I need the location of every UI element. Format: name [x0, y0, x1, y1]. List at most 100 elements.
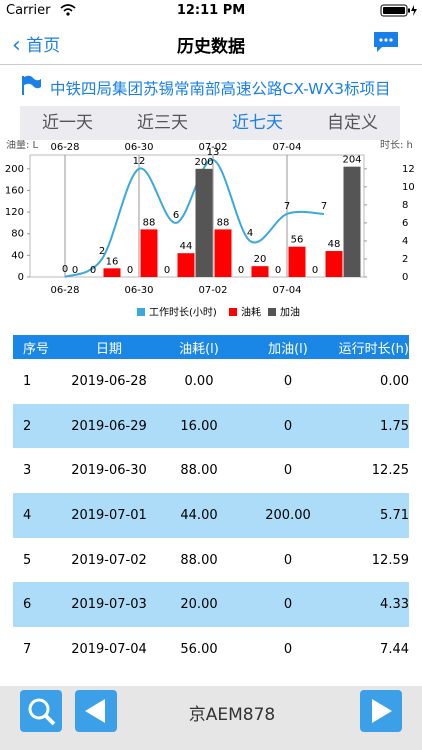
x-tick-label: 06-28 [50, 142, 79, 153]
cell: 4.33 [380, 597, 409, 613]
bar [343, 166, 361, 277]
x-tick-label: 07-02 [198, 142, 227, 153]
message-button[interactable] [372, 30, 400, 54]
table-row: 7 2019-07-04 56.00 0 7.44 [13, 627, 409, 672]
plate-number: 京AEM878 [188, 705, 276, 725]
next-button[interactable] [360, 690, 402, 732]
bottom-bar [0, 686, 422, 750]
y-tick-label: 160 [5, 185, 24, 196]
y2-tick-label: 4 [402, 236, 408, 247]
cell: 2019-07-02 [71, 552, 147, 568]
back-label: 首页 [26, 36, 61, 56]
legend-swatch [229, 308, 237, 316]
table-row: 4 2019-07-01 44.00 200.00 5.71 [13, 493, 409, 538]
cell: 0 [283, 373, 293, 389]
tab[interactable]: 近三天 [137, 113, 188, 133]
divider [0, 64, 422, 65]
y2-tick-label: 8 [402, 200, 408, 211]
x-tick-label: 06-30 [124, 285, 153, 296]
bar-label: 88 [217, 217, 230, 228]
x-tick-label: 07-02 [198, 285, 227, 296]
cell: 7.44 [380, 641, 409, 657]
header-cell: 日期 [95, 341, 122, 357]
y2-tick-label: 12 [402, 164, 415, 175]
data-table: 序号 日期 油耗(l) 加油(l) 运行时长(h) 1 2019-06-28 0.00 0 0.0… [13, 335, 409, 672]
wifi-icon [60, 4, 76, 16]
legend-swatch [137, 308, 145, 316]
cell: 20.00 [180, 597, 218, 613]
line-label: 13 [207, 147, 220, 158]
bar-label: 44 [180, 241, 193, 252]
cell: 6 [23, 597, 32, 613]
bar [325, 251, 343, 277]
cell: 2019-07-01 [71, 507, 147, 523]
table-row: 2 2019-06-29 16.00 0 1.75 [13, 403, 409, 449]
y-tick-label: 200 [5, 164, 24, 175]
x-tick-label: 07-04 [272, 142, 301, 153]
prev-button[interactable] [75, 690, 117, 732]
battery-icon [380, 4, 417, 17]
cell: 56.00 [180, 641, 218, 657]
legend-swatch [268, 308, 276, 316]
cell: 0.00 [184, 373, 214, 389]
line-label: 2 [99, 246, 105, 257]
cell: 5 [23, 552, 32, 568]
bar [288, 246, 306, 277]
tab[interactable]: 近一天 [42, 113, 93, 133]
bar-label: 48 [328, 239, 341, 250]
x-tick-label: 06-28 [50, 285, 79, 296]
clock: 12:11 PM [176, 3, 246, 18]
axis-label: 时长: h [380, 140, 413, 151]
y2-tick-label: 2 [402, 254, 408, 265]
flag-icon [22, 75, 41, 95]
cell: 2019-07-03 [71, 597, 147, 613]
header-cell: 序号 [23, 341, 50, 357]
bar-label: 56 [291, 235, 304, 246]
table-row: 1 2019-06-28 0.00 0 0.00 [13, 359, 409, 404]
cell: 88.00 [180, 463, 218, 479]
bar [214, 229, 232, 277]
tab[interactable]: 自定义 [327, 113, 378, 133]
cell: 0 [283, 463, 293, 479]
cell: 2 [23, 418, 32, 434]
line-label: 7 [321, 201, 327, 212]
x-tick-label: 06-30 [124, 142, 153, 153]
bar-label: 0 [127, 265, 133, 276]
cell: 0 [283, 418, 293, 434]
cell: 2019-06-30 [71, 463, 147, 479]
bar-label: 0 [72, 265, 78, 276]
header-cell: 油耗(l) [179, 341, 219, 357]
y-tick-label: 40 [11, 250, 24, 261]
table-header: 序号 日期 油耗(l) 加油(l) 运行时长(h) [13, 335, 409, 359]
line [64, 158, 325, 278]
table-row: 3 2019-06-30 88.00 0 12.25 [13, 448, 409, 493]
carrier: Carrier [6, 3, 51, 18]
tab[interactable]: 近七天 [232, 113, 283, 133]
bar-label: 204 [342, 155, 361, 166]
cell: 12.25 [371, 463, 409, 479]
header-cell: 加油(l) [268, 341, 308, 357]
cell: 88.00 [180, 552, 218, 568]
cell: 4 [23, 507, 32, 523]
cell: 0 [283, 552, 293, 568]
bar-label: 20 [254, 254, 267, 265]
bar [251, 266, 269, 277]
line-label: 12 [133, 156, 146, 167]
search-button[interactable] [20, 690, 62, 732]
legend-label: 加油 [280, 306, 300, 319]
bar-label: 88 [143, 217, 156, 228]
bar [103, 268, 121, 277]
cell: 44.00 [180, 507, 218, 523]
cell: 200.00 [265, 507, 311, 523]
cell: 12.59 [371, 552, 409, 568]
y-tick-label: 120 [5, 207, 24, 218]
legend-label: 油耗 [241, 306, 261, 319]
line-label: 4 [247, 228, 253, 239]
bar-label: 0 [164, 265, 170, 276]
bar-label: 0 [238, 265, 244, 276]
y2-tick-label: 6 [402, 218, 408, 229]
cell: 1.75 [380, 418, 409, 434]
line-label: 6 [173, 210, 179, 221]
back-button[interactable]: ‹ 首页 [12, 33, 61, 58]
